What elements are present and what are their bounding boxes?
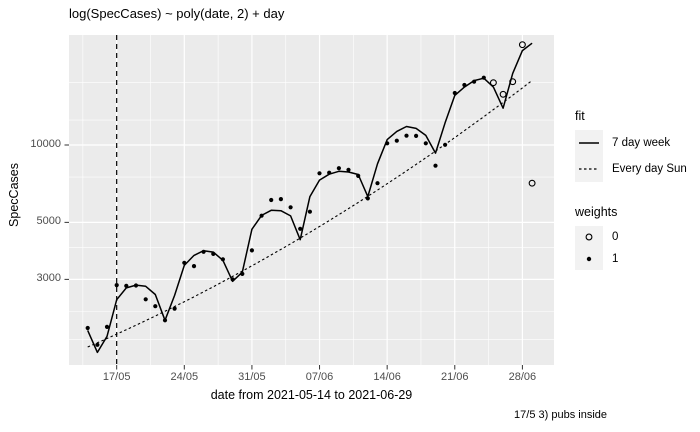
legend-label-weight-1: 1 <box>612 253 619 265</box>
data-point <box>85 325 90 331</box>
data-point <box>191 264 197 269</box>
data-point <box>162 318 168 323</box>
data-point <box>394 138 399 143</box>
data-point <box>356 173 361 178</box>
panel-background <box>69 35 554 365</box>
legend-item-weight-1: 1 <box>575 248 687 270</box>
data-point <box>414 133 419 138</box>
filled-circle-key-icon <box>575 248 603 270</box>
plot-caption: 17/5 3) pubs inside <box>514 409 607 421</box>
data-point <box>433 163 438 168</box>
data-point-weight0 <box>528 179 536 187</box>
data-point <box>124 283 129 288</box>
legend-item-weight-0: 0 <box>575 226 687 248</box>
data-point <box>240 271 245 276</box>
data-point <box>278 197 283 202</box>
y-tick-label: 3000 <box>36 272 61 285</box>
data-point <box>269 197 274 203</box>
data-point-weight0 <box>499 90 507 98</box>
data-point <box>259 213 264 218</box>
x-axis-title: date from 2021-05-14 to 2021-06-29 <box>210 388 413 402</box>
data-point <box>95 342 100 347</box>
data-point <box>472 79 477 84</box>
data-point <box>133 283 139 288</box>
data-point <box>346 167 351 172</box>
data-point <box>182 260 187 265</box>
legend-label-7-day-week: 7 day week <box>612 137 671 149</box>
data-point <box>336 166 341 171</box>
data-point <box>249 248 254 253</box>
data-point <box>114 283 119 288</box>
data-point <box>172 306 177 311</box>
x-tick-label: 21/06 <box>441 371 469 383</box>
data-point <box>143 297 148 302</box>
data-point <box>317 171 322 176</box>
data-point-weight0 <box>509 78 517 86</box>
data-point <box>298 226 303 231</box>
data-point <box>153 304 158 309</box>
legend: fit 7 day week Every day Sun weights 0 <box>575 109 687 270</box>
legend-group-fit: fit 7 day week Every day Sun <box>575 109 687 182</box>
data-point <box>220 257 225 262</box>
solid-line-key-icon <box>575 130 603 156</box>
y-tick-label: 5000 <box>36 215 61 228</box>
data-point <box>404 133 409 138</box>
data-point <box>201 249 206 254</box>
legend-label-weight-0: 0 <box>612 231 619 243</box>
x-tick-label: 07/06 <box>305 371 334 383</box>
data-point <box>385 141 390 146</box>
x-tick-label: 17/05 <box>102 371 131 383</box>
legend-item-7-day-week: 7 day week <box>575 130 687 156</box>
data-point <box>365 196 370 201</box>
data-point <box>462 82 467 88</box>
data-point <box>327 170 332 175</box>
data-point <box>104 324 110 329</box>
x-tick-label: 14/06 <box>373 371 401 383</box>
dashed-line-key-icon <box>575 156 603 182</box>
legend-fit-title: fit <box>575 109 585 123</box>
y-tick-label: 10000 <box>30 138 61 150</box>
legend-group-weights: weights 0 1 <box>575 205 687 270</box>
x-tick-label: 24/05 <box>170 371 199 383</box>
x-tick-label: 28/06 <box>508 371 537 383</box>
data-point <box>288 205 293 210</box>
data-point <box>230 277 235 282</box>
data-point <box>481 75 486 80</box>
x-tick-label: 31/05 <box>238 371 266 383</box>
data-point <box>211 251 216 256</box>
legend-label-every-day-sun: Every day Sun <box>612 163 687 175</box>
data-point <box>452 90 457 96</box>
data-point-weight0 <box>518 41 526 49</box>
legend-item-every-day-sun: Every day Sun <box>575 156 687 182</box>
plot-title: log(SpecCases) ~ poly(date, 2) + day <box>69 6 285 21</box>
data-point <box>423 141 428 146</box>
fit-line-7-day-week <box>87 42 533 354</box>
legend-weights-title: weights <box>575 205 618 219</box>
data-point <box>375 181 380 186</box>
data-point <box>443 142 448 147</box>
data-point <box>307 209 312 214</box>
open-circle-key-icon <box>575 226 603 248</box>
data-point-weight0 <box>489 79 497 87</box>
